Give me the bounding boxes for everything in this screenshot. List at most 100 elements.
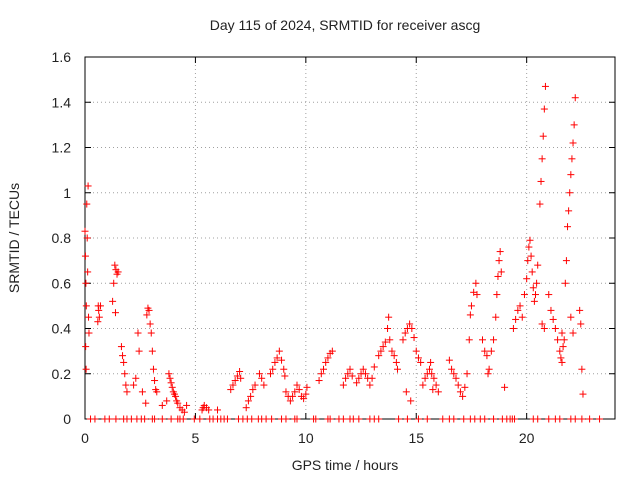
data-point — [375, 352, 383, 360]
x-tick-label: 10 — [298, 430, 314, 446]
x-tick-label: 5 — [192, 430, 200, 446]
data-point — [163, 397, 171, 405]
data-point — [540, 325, 548, 332]
data-point — [484, 370, 492, 378]
data-point — [324, 354, 332, 362]
data-point-zero — [490, 415, 498, 423]
data-point — [549, 315, 557, 323]
data-point — [430, 374, 438, 382]
data-point-zero — [571, 415, 579, 423]
data-point — [145, 306, 153, 314]
data-point — [82, 343, 90, 351]
data-point — [353, 379, 361, 387]
data-point — [149, 365, 157, 373]
data-point — [339, 381, 347, 389]
data-point — [467, 302, 475, 310]
data-point — [275, 347, 283, 355]
data-point — [545, 291, 553, 299]
axis-tick-labels: 0 5 10 15 20 0 0.2 0.4 0.6 0.8 1 1.2 1.4 1.6 — [52, 49, 535, 446]
data-point — [516, 302, 524, 310]
data-point — [536, 200, 544, 208]
data-point — [392, 358, 400, 366]
data-point — [165, 370, 173, 378]
data-point — [399, 336, 407, 344]
data-point-zero — [375, 415, 383, 423]
data-point — [490, 336, 498, 344]
y-axis-label: SRMTID / TECUs — [6, 183, 22, 293]
data-points — [81, 82, 604, 423]
data-point — [138, 388, 146, 396]
data-point — [565, 207, 573, 215]
data-point — [569, 139, 577, 147]
data-point-zero — [167, 415, 175, 423]
data-point — [454, 381, 462, 389]
data-point-zero — [248, 415, 256, 423]
data-point — [95, 313, 103, 321]
data-point — [153, 388, 161, 396]
data-point — [560, 336, 568, 344]
data-point — [557, 354, 565, 362]
data-point — [528, 268, 536, 276]
data-point — [359, 365, 367, 373]
data-point — [384, 325, 392, 332]
data-point — [117, 343, 125, 351]
data-point-zero — [268, 415, 276, 423]
data-point — [388, 347, 396, 355]
data-point-zero — [439, 415, 447, 423]
data-point-zero — [481, 415, 489, 423]
data-point — [214, 406, 221, 414]
data-point — [540, 105, 548, 113]
data-point — [293, 381, 301, 389]
data-point — [501, 383, 509, 391]
data-point — [158, 401, 166, 409]
data-point — [109, 297, 117, 305]
data-point — [533, 279, 541, 287]
data-point — [427, 358, 435, 366]
data-point — [346, 365, 354, 373]
data-point — [286, 397, 294, 405]
data-point-zero — [596, 415, 604, 423]
data-point — [81, 252, 89, 260]
data-point — [111, 261, 119, 269]
data-point-zero — [450, 415, 458, 423]
data-point — [579, 390, 587, 398]
data-point — [571, 94, 579, 102]
data-point — [370, 363, 378, 371]
data-point — [473, 291, 481, 299]
data-point — [114, 268, 122, 276]
data-point — [434, 388, 442, 396]
data-point — [366, 381, 374, 389]
data-point — [94, 318, 102, 326]
data-point-zero — [179, 415, 187, 423]
data-point — [355, 374, 363, 382]
data-point — [377, 347, 385, 355]
data-point-zero — [196, 415, 204, 423]
data-point — [558, 329, 566, 337]
data-point — [96, 302, 104, 310]
data-point — [492, 313, 500, 321]
data-point — [130, 381, 138, 389]
data-point — [236, 367, 244, 375]
data-point — [526, 236, 534, 244]
data-point — [119, 352, 127, 360]
data-point — [529, 284, 537, 292]
data-point — [229, 381, 237, 389]
chart-title: Day 115 of 2024, SRMTID for receiver asc… — [210, 17, 481, 33]
data-point — [121, 370, 129, 378]
data-point-zero — [112, 415, 120, 423]
y-tick-label: 1.6 — [52, 49, 72, 65]
data-point — [151, 377, 159, 385]
data-point — [417, 358, 425, 366]
data-point — [328, 347, 336, 355]
data-point — [247, 392, 255, 400]
data-point — [269, 365, 277, 373]
data-point — [406, 320, 414, 328]
data-point — [271, 358, 279, 366]
data-point — [132, 374, 140, 382]
data-point — [183, 401, 191, 409]
data-point — [577, 320, 585, 328]
data-point — [527, 252, 535, 260]
data-point — [459, 392, 467, 400]
data-point — [414, 354, 422, 362]
data-point — [551, 325, 559, 332]
